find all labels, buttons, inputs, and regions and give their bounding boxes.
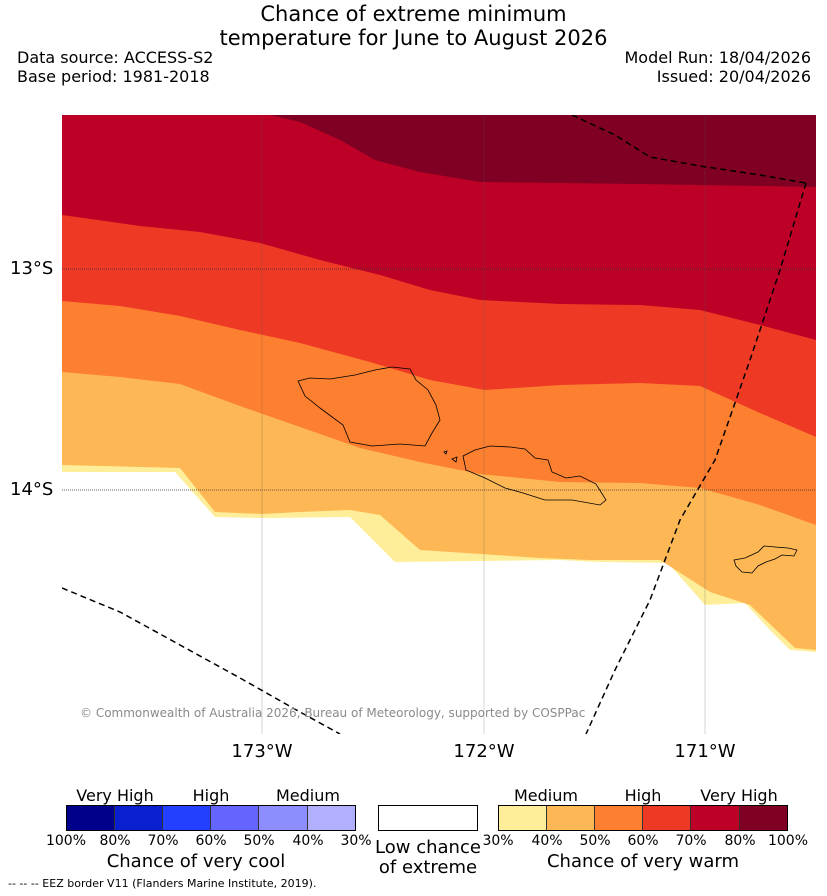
metadata-left: Data source: ACCESS-S2 Base period: 1981… <box>17 48 213 86</box>
cool-swatch-6 <box>308 805 356 831</box>
cool-swatch-5 <box>259 805 308 831</box>
cool-tick-80: 80% <box>99 833 131 849</box>
warm-swatch-6 <box>740 805 788 831</box>
cool-tick-30: 30% <box>340 833 372 849</box>
cool-colorbar-frame <box>66 805 356 831</box>
apolima-islet <box>443 450 448 455</box>
map-title: Chance of extreme minimum temperature fo… <box>0 2 827 50</box>
savaii-island <box>297 366 441 447</box>
eez-border-east <box>585 182 807 734</box>
issued-text: Issued: 20/04/2026 <box>656 67 811 86</box>
title-line-2: temperature for June to August 2026 <box>219 26 608 50</box>
cool-tick-100: 100% <box>45 833 87 849</box>
warm-tick-70: 70% <box>675 833 707 849</box>
warm-swatch-1 <box>498 805 547 831</box>
upolu-island <box>462 445 607 506</box>
eez-border-north <box>571 115 807 184</box>
warm-tick-80: 80% <box>724 833 756 849</box>
metadata-right: Model Run: 18/04/2026 Issued: 20/04/2026 <box>625 48 812 86</box>
cool-tick-50: 50% <box>243 833 275 849</box>
warm-swatch-2 <box>547 805 595 831</box>
cool-tick-70: 70% <box>147 833 179 849</box>
eez-footnote: -- -- -- EEZ border V11 (Flanders Marine… <box>8 877 317 890</box>
warm-header-high: High <box>624 786 662 805</box>
warm-colorbar-title: Chance of very warm <box>546 851 740 872</box>
model-run-text: Model Run: 18/04/2026 <box>624 48 812 67</box>
lon-label-172w: 172°W <box>453 741 515 762</box>
cool-tick-60: 60% <box>195 833 227 849</box>
neutral-swatch <box>378 805 478 831</box>
base-period-text: Base period: 1981-2018 <box>17 67 210 86</box>
warm-header-medium: Medium <box>514 786 578 805</box>
cool-swatch-3 <box>163 805 211 831</box>
lon-label-171w: 171°W <box>674 741 736 762</box>
cool-header-medium: Medium <box>276 786 340 805</box>
warm-swatch-5 <box>691 805 740 831</box>
lat-label-14s: 14°S <box>10 479 54 500</box>
copyright-text: © Commonwealth of Australia 2026, Bureau… <box>80 706 586 720</box>
lon-label-173w: 173°W <box>231 741 293 762</box>
warm-tick-40: 40% <box>531 833 563 849</box>
tutuila-island <box>733 545 798 574</box>
neutral-label-line-2: of extreme <box>378 857 478 878</box>
warm-tick-50: 50% <box>579 833 611 849</box>
warm-tick-60: 60% <box>627 833 659 849</box>
title-line-1: Chance of extreme minimum <box>260 2 567 26</box>
cool-swatch-4 <box>211 805 259 831</box>
neutral-label: Low chance of extreme <box>368 838 488 878</box>
band-very-warm-80-100 <box>270 115 816 187</box>
manono-islet <box>451 456 458 463</box>
cool-colorbar-title: Chance of very cool <box>106 851 286 872</box>
warm-swatch-4 <box>643 805 691 831</box>
warm-swatch-3 <box>595 805 643 831</box>
warm-colorbar-frame <box>498 805 788 831</box>
data-source-text: Data source: ACCESS-S2 <box>17 48 214 67</box>
cool-header-very-high: Very High <box>76 786 154 805</box>
eez-border-southwest <box>62 587 341 734</box>
cool-swatch-1 <box>66 805 115 831</box>
cool-header-high: High <box>192 786 230 805</box>
cool-swatch-2 <box>115 805 163 831</box>
lat-label-13s: 13°S <box>10 258 54 279</box>
cool-tick-40: 40% <box>292 833 324 849</box>
probability-bands <box>62 115 816 734</box>
neutral-label-line-1: Low chance <box>375 837 481 858</box>
warm-tick-30: 30% <box>482 833 514 849</box>
warm-header-very-high: Very High <box>700 786 778 805</box>
warm-tick-100: 100% <box>767 833 809 849</box>
